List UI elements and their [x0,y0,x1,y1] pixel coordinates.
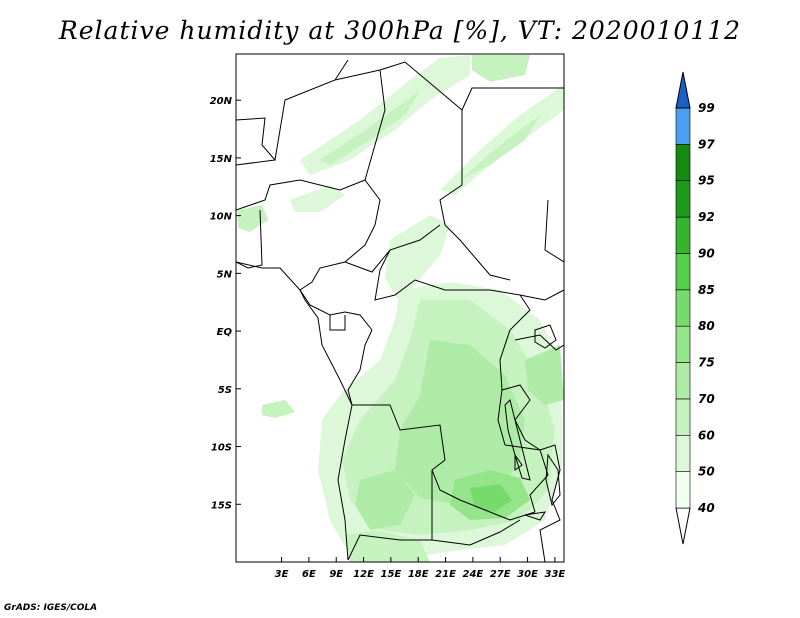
colorbar-label: 97 [698,137,715,151]
humidity-area-niger [290,185,345,212]
lon-tick-label: 3E [275,569,289,580]
border-line [334,61,463,185]
border-line [236,117,276,166]
border-line [539,444,561,562]
border-line [374,249,521,301]
border-line [347,329,373,406]
humidity-area-sahara-east [440,85,564,195]
colorbar-label: 60 [698,428,715,442]
lat-tick-label: 15N [210,154,233,165]
colorbar-segment [675,216,691,254]
lon-tick-label: 9E [329,569,343,580]
colorbar-segment [675,253,691,291]
lat-tick-label: 10S [211,443,232,454]
border-line [299,289,373,331]
border-line [299,224,376,291]
humidity-area-congo-high [395,340,525,505]
lat-tick-label: 5S [218,385,232,396]
humidity-fill-areas [238,55,564,562]
colorbar-segment [675,180,691,218]
border-line [431,469,536,521]
colorbar-label: 85 [698,283,715,297]
border-line [519,289,564,301]
lon-tick-label: 33E [545,569,566,580]
humidity-area-west-coast [238,205,268,232]
colorbar-segment [675,362,691,400]
colorbar-segment [675,107,691,145]
map-frame [235,53,565,563]
lat-tick-label: 5N [217,269,233,280]
colorbar-label: 70 [698,392,715,406]
humidity-area-ocean-west [262,400,295,418]
lon-tick-label: 21E [435,569,456,580]
country-borders [236,59,564,562]
humidity-area-sahara-north-inner [320,90,420,165]
colorbar-segment [675,434,691,472]
border-line [236,179,366,211]
border-line [274,59,349,161]
border-line [461,87,564,111]
colorbar-label: 80 [698,319,715,333]
border-line [431,519,521,546]
humidity-area-southwest [355,470,415,530]
lake-outline [545,453,561,507]
lon-tick-label: 24E [463,569,484,580]
colorbar-label: 95 [698,174,715,188]
colorbar-bottom-arrow [675,507,691,545]
longitude-ticks: 3E 6E 9E 12E 15E 18E 21E 24E 27E 30E 33E [275,557,566,580]
colorbar-segment [675,398,691,436]
border-line [514,334,564,351]
lake-outline [514,453,523,471]
colorbar-segment [675,144,691,182]
lon-tick-label: 12E [353,569,374,580]
lake-outline [504,399,531,481]
border-line [504,444,549,513]
lat-tick-label: 10N [210,212,233,223]
colorbar-label: 50 [698,465,715,479]
humidity-area-south-tail [345,530,430,562]
colorbar-label: 92 [698,210,715,224]
lon-tick-label: 27E [490,569,511,580]
lon-tick-label: 30E [517,569,538,580]
border-line [544,199,564,263]
map-title: Relative humidity at 300hPa [%], VT: 202… [58,16,742,45]
colorbar-segment [675,471,691,509]
border-line [329,315,346,331]
colorbar-label: 75 [698,356,715,370]
colorbar: 40 50 60 70 75 80 85 90 92 95 97 99 [675,71,715,545]
colorbar-label: 90 [698,246,715,260]
border-line [347,470,433,561]
lon-tick-label: 15E [381,569,402,580]
lat-tick-label: 20N [210,96,233,107]
humidity-area-sahara-east-inner [460,115,540,180]
humidity-area-east-rift [525,345,564,405]
latitude-ticks: 20N 15N 10N 5N EQ 5S 10S 15S [210,96,241,511]
lon-tick-label: 6E [302,569,316,580]
lat-tick-label: EQ [217,327,233,338]
coastline [236,261,353,561]
lake-outline [534,324,557,349]
colorbar-label: 40 [697,501,715,515]
colorbar-top-arrow [675,71,691,109]
border-line [352,404,446,471]
border-line [501,384,541,451]
lake-outline [524,511,546,521]
colorbar-segment [675,325,691,363]
humidity-area-central-north [385,215,450,300]
border-line [439,184,511,281]
colorbar-segment [675,289,691,327]
lon-tick-label: 18E [408,569,429,580]
humidity-area-south-peak [470,484,512,512]
lat-tick-label: 15S [211,500,232,511]
colorbar-label: 99 [698,101,715,115]
grads-credit: GrADS: IGES/COLA [4,603,98,613]
border-line [497,294,531,446]
humidity-area-north-top [472,55,530,82]
